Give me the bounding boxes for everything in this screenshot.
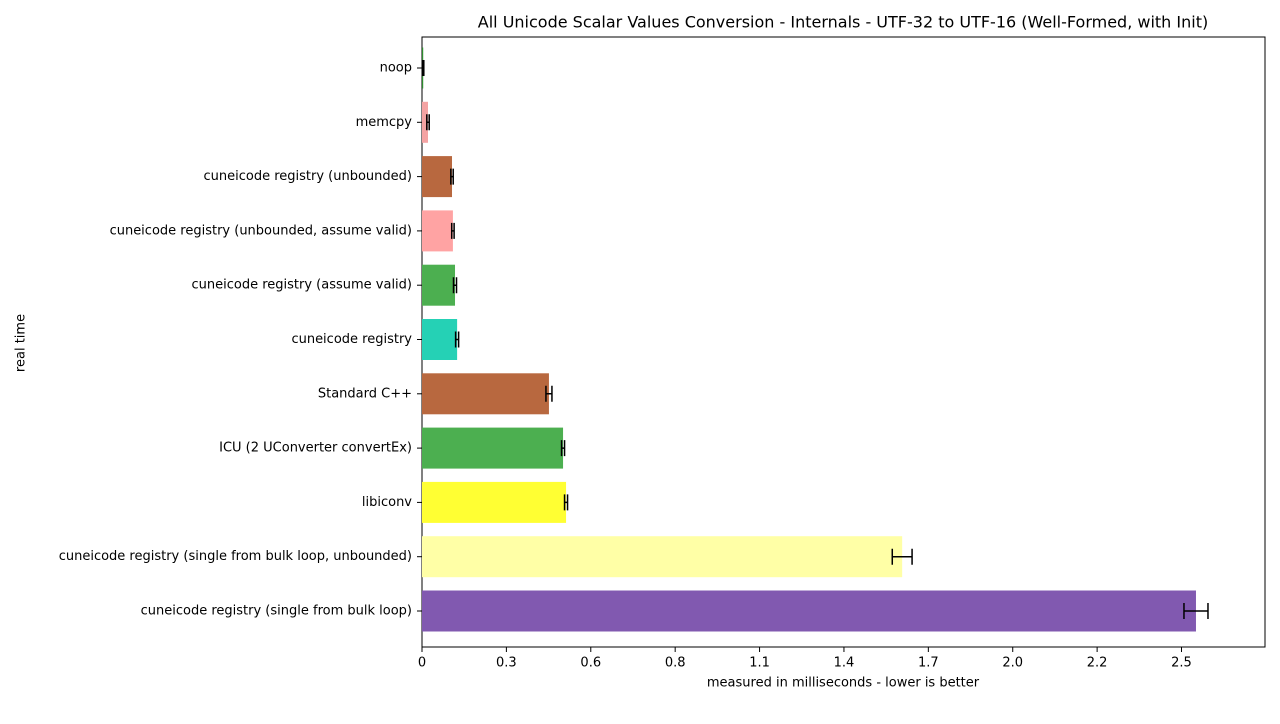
x-tick-label: 0.6 [580, 656, 601, 671]
bar [422, 373, 549, 415]
bar [422, 481, 567, 523]
x-tick-label: 1.4 [834, 656, 855, 671]
bar [422, 536, 903, 578]
y-tick-label: noop [380, 61, 412, 76]
y-tick-label: cuneicode registry (single from bulk loo… [59, 549, 412, 564]
error-bar [563, 494, 569, 511]
x-tick-label: 0.8 [665, 656, 686, 671]
x-tick-label: 2.0 [1002, 656, 1023, 671]
x-tick-label: 2.5 [1171, 656, 1192, 671]
bar [422, 319, 458, 360]
y-tick-label: memcpy [356, 115, 413, 130]
x-axis-label: measured in milliseconds - lower is bett… [707, 676, 980, 691]
error-bar [426, 114, 430, 131]
bar [422, 101, 429, 143]
error-bar [454, 331, 460, 348]
error-bar [545, 385, 553, 402]
y-tick-label: ICU (2 UConverter convertEx) [219, 441, 412, 456]
error-bar [1183, 603, 1209, 619]
y-axis-label: real time [14, 314, 29, 372]
bar [422, 590, 1196, 632]
error-bar [450, 222, 455, 239]
bar [422, 210, 453, 252]
y-tick-label: cuneicode registry [291, 332, 412, 347]
x-tick-label: 2.2 [1087, 656, 1108, 671]
chart-title: All Unicode Scalar Values Conversion - I… [478, 13, 1208, 32]
x-tick-label: 0.3 [496, 656, 517, 671]
error-bar [450, 168, 454, 185]
x-tick-label: 1.7 [918, 656, 939, 671]
error-bar [452, 277, 458, 294]
y-tick-label: cuneicode registry (unbounded) [204, 169, 413, 184]
y-tick-label: cuneicode registry (unbounded, assume va… [110, 223, 412, 238]
error-bar [560, 440, 566, 457]
bar [422, 264, 456, 306]
y-tick-label: Standard C++ [318, 386, 412, 401]
y-tick-label: cuneicode registry (assume valid) [191, 278, 412, 293]
y-tick-label: libiconv [362, 495, 412, 510]
x-tick-label: 1.1 [749, 656, 770, 671]
error-bar [891, 548, 913, 565]
bar [422, 427, 564, 469]
bar [422, 156, 453, 198]
error-bar [421, 60, 425, 76]
y-tick-label: cuneicode registry (single from bulk loo… [141, 604, 412, 619]
x-tick-label: 0 [418, 656, 426, 671]
